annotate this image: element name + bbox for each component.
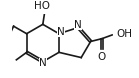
Text: N: N bbox=[74, 20, 82, 30]
Text: N: N bbox=[39, 58, 47, 68]
Text: N: N bbox=[57, 27, 65, 37]
Text: OH: OH bbox=[117, 29, 133, 39]
Text: O: O bbox=[98, 52, 106, 62]
Text: HO: HO bbox=[34, 1, 50, 11]
